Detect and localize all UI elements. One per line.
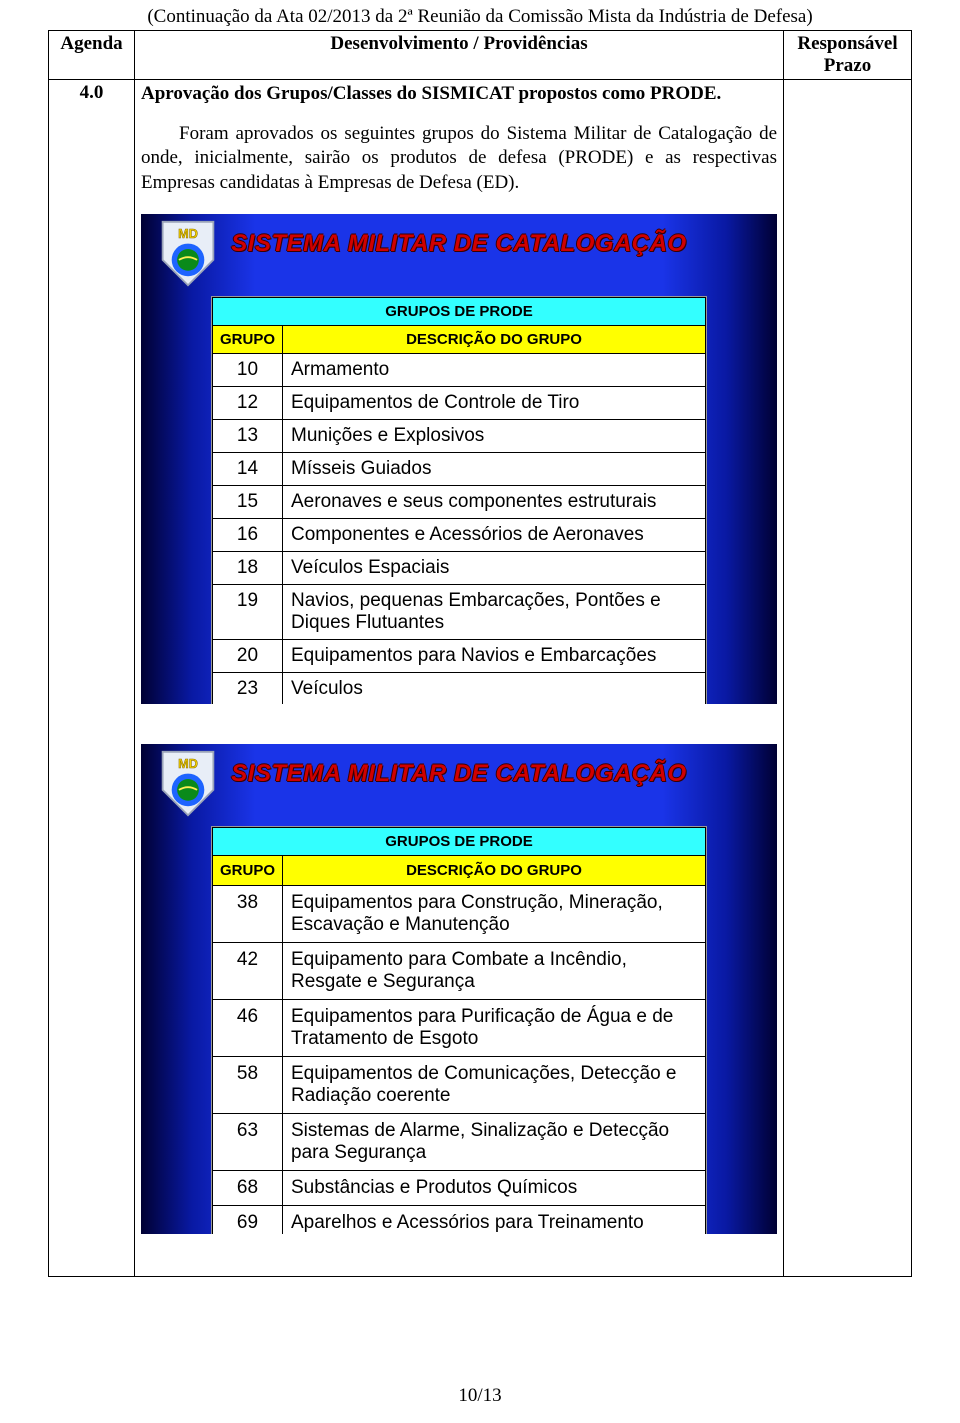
table-row: 58Equipamentos de Comunicações, Detecção… bbox=[213, 1056, 706, 1113]
resp-cell bbox=[784, 80, 912, 1277]
inner-col2: DESCRIÇÃO DO GRUPO bbox=[283, 325, 706, 353]
page-number: 10/13 bbox=[0, 1385, 960, 1407]
table-row: 18Veículos Espaciais bbox=[213, 551, 706, 584]
grupo-cell: 18 bbox=[213, 551, 283, 584]
descricao-cell: Equipamentos de Comunicações, Detecção e… bbox=[283, 1056, 706, 1113]
item-number: 4.0 bbox=[49, 80, 135, 1277]
slide-2-table: GRUPOS DE PRODE GRUPO DESCRIÇÃO DO GRUPO… bbox=[212, 827, 706, 1234]
table-row: 23Veículos bbox=[213, 672, 706, 704]
continuation-line: (Continuação da Ata 02/2013 da 2ª Reuniã… bbox=[48, 0, 912, 28]
grupo-cell: 46 bbox=[213, 999, 283, 1056]
header-agenda: Agenda bbox=[49, 31, 135, 80]
outer-header-row: Agenda Desenvolvimento / Providências Re… bbox=[49, 31, 912, 80]
descricao-cell: Veículos bbox=[283, 672, 706, 704]
table-row: 16Componentes e Acessórios de Aeronaves bbox=[213, 518, 706, 551]
outer-body-row: 4.0 Aprovação dos Grupos/Classes do SISM… bbox=[49, 80, 912, 1277]
descricao-cell: Aparelhos e Acessórios para Treinamento bbox=[283, 1205, 706, 1234]
inner-title: GRUPOS DE PRODE bbox=[213, 297, 706, 325]
inner-col2: DESCRIÇÃO DO GRUPO bbox=[283, 855, 706, 885]
inner-col1: GRUPO bbox=[213, 855, 283, 885]
item-body: Aprovação dos Grupos/Classes do SISMICAT… bbox=[135, 80, 784, 1277]
table-row: 46Equipamentos para Purificação de Água … bbox=[213, 999, 706, 1056]
inner-title-row: GRUPOS DE PRODE bbox=[213, 827, 706, 855]
header-dev: Desenvolvimento / Providências bbox=[135, 31, 784, 80]
grupo-cell: 13 bbox=[213, 419, 283, 452]
grupo-cell: 63 bbox=[213, 1113, 283, 1170]
item-paragraph: Foram aprovados os seguintes grupos do S… bbox=[141, 122, 777, 196]
slide-2-body: GRUPOS DE PRODE GRUPO DESCRIÇÃO DO GRUPO… bbox=[211, 826, 707, 1234]
table-row: 13Munições e Explosivos bbox=[213, 419, 706, 452]
grupo-cell: 23 bbox=[213, 672, 283, 704]
slide-1-table: GRUPOS DE PRODE GRUPO DESCRIÇÃO DO GRUPO… bbox=[212, 297, 706, 704]
item-title: Aprovação dos Grupos/Classes do SISMICAT… bbox=[141, 82, 777, 106]
table-row: 14Mísseis Guiados bbox=[213, 452, 706, 485]
grupo-cell: 12 bbox=[213, 386, 283, 419]
descricao-cell: Equipamento para Combate a Incêndio, Res… bbox=[283, 942, 706, 999]
grupo-cell: 42 bbox=[213, 942, 283, 999]
table-row: 19Navios, pequenas Embarcações, Pontões … bbox=[213, 584, 706, 639]
grupo-cell: 58 bbox=[213, 1056, 283, 1113]
descricao-cell: Equipamentos de Controle de Tiro bbox=[283, 386, 706, 419]
descricao-cell: Armamento bbox=[283, 353, 706, 386]
descricao-cell: Equipamentos para Purificação de Água e … bbox=[283, 999, 706, 1056]
slide-1-header: MD SISTEMA MILITAR DE CATALOGAÇÃO bbox=[141, 214, 777, 280]
descricao-cell: Equipamentos para Construção, Mineração,… bbox=[283, 885, 706, 942]
grupo-cell: 16 bbox=[213, 518, 283, 551]
slide-1-title: SISTEMA MILITAR DE CATALOGAÇÃO bbox=[141, 230, 777, 258]
inner-title: GRUPOS DE PRODE bbox=[213, 827, 706, 855]
table-row: 42Equipamento para Combate a Incêndio, R… bbox=[213, 942, 706, 999]
inner-header-row: GRUPO DESCRIÇÃO DO GRUPO bbox=[213, 855, 706, 885]
grupo-cell: 69 bbox=[213, 1205, 283, 1234]
table-row: 15Aeronaves e seus componentes estrutura… bbox=[213, 485, 706, 518]
grupo-cell: 38 bbox=[213, 885, 283, 942]
inner-header-row: GRUPO DESCRIÇÃO DO GRUPO bbox=[213, 325, 706, 353]
table-row: 68Substâncias e Produtos Químicos bbox=[213, 1170, 706, 1205]
descricao-cell: Veículos Espaciais bbox=[283, 551, 706, 584]
descricao-cell: Sistemas de Alarme, Sinalização e Detecç… bbox=[283, 1113, 706, 1170]
slide-1-body: GRUPOS DE PRODE GRUPO DESCRIÇÃO DO GRUPO… bbox=[211, 296, 707, 704]
descricao-cell: Componentes e Acessórios de Aeronaves bbox=[283, 518, 706, 551]
inner-title-row: GRUPOS DE PRODE bbox=[213, 297, 706, 325]
table-row: 38Equipamentos para Construção, Mineraçã… bbox=[213, 885, 706, 942]
grupo-cell: 10 bbox=[213, 353, 283, 386]
table-row: 12Equipamentos de Controle de Tiro bbox=[213, 386, 706, 419]
grupo-cell: 19 bbox=[213, 584, 283, 639]
outer-table: Agenda Desenvolvimento / Providências Re… bbox=[48, 30, 912, 1277]
grupo-cell: 15 bbox=[213, 485, 283, 518]
descricao-cell: Aeronaves e seus componentes estruturais bbox=[283, 485, 706, 518]
descricao-cell: Equipamentos para Navios e Embarcações bbox=[283, 639, 706, 672]
grupo-cell: 14 bbox=[213, 452, 283, 485]
inner-col1: GRUPO bbox=[213, 325, 283, 353]
grupo-cell: 68 bbox=[213, 1170, 283, 1205]
slide-2-title: SISTEMA MILITAR DE CATALOGAÇÃO bbox=[141, 760, 777, 788]
descricao-cell: Substâncias e Produtos Químicos bbox=[283, 1170, 706, 1205]
page: (Continuação da Ata 02/2013 da 2ª Reuniã… bbox=[0, 0, 960, 1423]
descricao-cell: Mísseis Guiados bbox=[283, 452, 706, 485]
slide-1: MD SISTEMA MILITAR DE CATALOGAÇÃO GRUPOS… bbox=[141, 214, 777, 704]
table-row: 63Sistemas de Alarme, Sinalização e Dete… bbox=[213, 1113, 706, 1170]
descricao-cell: Navios, pequenas Embarcações, Pontões e … bbox=[283, 584, 706, 639]
descricao-cell: Munições e Explosivos bbox=[283, 419, 706, 452]
grupo-cell: 20 bbox=[213, 639, 283, 672]
table-row: 20Equipamentos para Navios e Embarcações bbox=[213, 639, 706, 672]
header-resp: Responsável Prazo bbox=[784, 31, 912, 80]
slide-2: MD SISTEMA MILITAR DE CATALOGAÇÃO GRUPOS… bbox=[141, 744, 777, 1234]
slide-2-header: MD SISTEMA MILITAR DE CATALOGAÇÃO bbox=[141, 744, 777, 810]
table-row: 10Armamento bbox=[213, 353, 706, 386]
table-row: 69Aparelhos e Acessórios para Treinament… bbox=[213, 1205, 706, 1234]
